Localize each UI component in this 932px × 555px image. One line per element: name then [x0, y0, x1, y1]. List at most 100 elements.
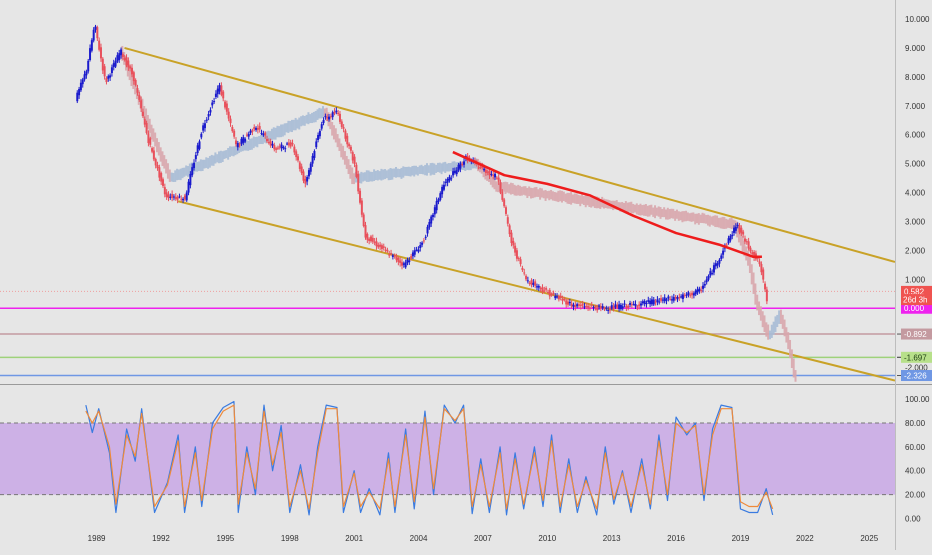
oscillator-tick-label: 100.00	[905, 395, 930, 404]
candle-up	[322, 120, 325, 124]
candle-down	[362, 214, 365, 226]
candle-down	[302, 171, 305, 181]
candle-down	[222, 91, 225, 99]
candle-down	[512, 240, 515, 246]
candle-up	[408, 260, 411, 263]
candle-up	[198, 141, 201, 149]
candle-down	[488, 171, 491, 176]
candle-up	[598, 305, 601, 307]
level-label: -0.892	[904, 330, 927, 339]
candle-up	[415, 249, 418, 251]
oscillator-line-1[interactable]	[85, 404, 774, 510]
candle-down	[422, 240, 425, 242]
candle-down	[183, 195, 186, 200]
time-tick-label: 2001	[345, 534, 363, 543]
candle-down	[743, 238, 746, 242]
candle-up	[647, 300, 650, 302]
candle-down	[510, 232, 513, 244]
level-label: 0.000	[904, 304, 925, 313]
candle-down	[745, 241, 748, 243]
candle-down	[528, 282, 531, 285]
candle-down	[141, 111, 144, 117]
candle-up	[621, 306, 624, 309]
candle-down	[596, 308, 599, 311]
candle-up	[733, 227, 736, 233]
level-label-bg[interactable]	[901, 351, 932, 363]
moving-average-line[interactable]	[452, 150, 762, 259]
candle-up	[120, 49, 123, 56]
candle-down	[762, 269, 765, 280]
candle-down	[683, 294, 686, 296]
candle-down	[165, 192, 168, 197]
candle-up	[649, 300, 652, 305]
candle-down	[756, 257, 759, 259]
candle-down	[523, 272, 526, 274]
candle-up	[605, 307, 608, 309]
candle-up	[731, 234, 734, 237]
trend-line-0[interactable]	[124, 46, 896, 263]
candle-down	[691, 292, 694, 296]
candle-down	[154, 159, 157, 166]
candle-down	[616, 304, 619, 308]
candle-down	[156, 165, 159, 169]
candle-up	[698, 288, 701, 292]
candle-down	[346, 135, 349, 145]
candle-down	[298, 162, 301, 169]
candle-down	[386, 249, 389, 252]
candle-up	[532, 282, 535, 285]
time-tick-label: 1995	[216, 534, 234, 543]
candle-up	[554, 295, 557, 299]
candle-down	[410, 256, 413, 259]
candle-down	[530, 280, 533, 285]
candle-up	[694, 290, 697, 295]
candle-up	[193, 162, 196, 169]
candle-down	[337, 112, 340, 115]
candle-down	[152, 150, 155, 160]
candle-up	[426, 226, 429, 234]
candle-down	[145, 123, 148, 133]
candle-up	[85, 71, 88, 76]
candle-up	[79, 82, 82, 91]
candle-down	[550, 294, 553, 296]
level-label-bg[interactable]	[901, 370, 932, 382]
candle-up	[623, 303, 626, 305]
candle-up	[681, 294, 684, 299]
candle-down	[545, 288, 548, 290]
candle-up	[417, 249, 420, 252]
candle-up	[643, 300, 646, 304]
candle-up	[576, 304, 579, 307]
candle-down	[297, 156, 300, 161]
candle-up	[216, 88, 219, 95]
countdown-label: 26d 3h	[903, 296, 927, 305]
candle-up	[676, 297, 679, 300]
candle-up	[94, 26, 97, 30]
price-tick-label: 3.000	[905, 217, 926, 226]
candle-down	[638, 304, 641, 307]
candle-up	[315, 141, 318, 148]
level-label-bg[interactable]	[901, 328, 932, 340]
candle-up	[667, 296, 670, 299]
candle-up	[413, 250, 416, 255]
candle-down	[380, 245, 383, 249]
candle-down	[105, 78, 108, 83]
candle-down	[287, 142, 290, 146]
candle-down	[479, 167, 482, 169]
trend-line-1[interactable]	[177, 200, 896, 382]
candle-down	[395, 256, 398, 261]
candle-down	[630, 304, 633, 306]
level-label-bg[interactable]	[901, 302, 932, 314]
candle-down	[344, 130, 347, 139]
candle-down	[304, 179, 307, 184]
candle-down	[251, 130, 254, 132]
candle-down	[265, 139, 268, 142]
candle-up	[614, 304, 617, 308]
candle-down	[481, 165, 484, 168]
time-axis[interactable]: 1989 1992 1995 1998 2001 2004 2007 2010 2013 2016…	[88, 534, 879, 543]
candle-down	[587, 305, 590, 308]
candle-up	[665, 299, 668, 301]
level-label-bg[interactable]	[901, 285, 932, 297]
candle-up	[109, 75, 112, 78]
candle-down	[495, 177, 498, 179]
level-label: 0.582	[904, 287, 925, 296]
candle-down	[517, 258, 520, 260]
